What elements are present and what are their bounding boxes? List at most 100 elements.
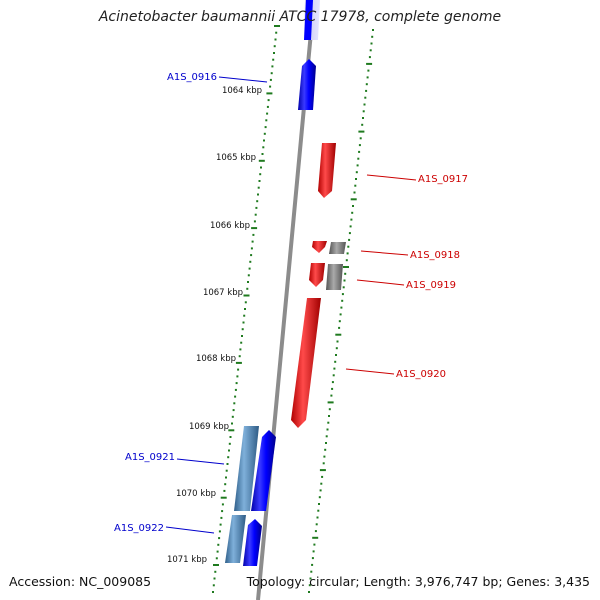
scale-label: 1065 kbp [216, 153, 256, 163]
ruler-minor-tick [367, 69, 370, 72]
ruler-minor-tick [335, 347, 338, 350]
ruler-minor-tick [272, 58, 275, 61]
gene-label[interactable]: A1S_0920 [396, 369, 446, 380]
ruler-minor-tick [324, 448, 327, 451]
ruler-minor-tick [236, 375, 239, 378]
gene-label[interactable]: A1S_0918 [410, 250, 460, 261]
ruler-minor-tick [344, 272, 347, 275]
ruler-minor-tick [239, 348, 242, 351]
ruler-minor-tick [371, 35, 374, 38]
leader-line [360, 250, 409, 256]
gene-A1S_0920[interactable] [291, 298, 321, 428]
ruler-minor-tick [372, 29, 374, 31]
gene-A1S_0922[interactable] [243, 519, 262, 566]
ruler-minor-tick [221, 510, 224, 513]
ruler-minor-tick [355, 178, 357, 180]
ruler-minor-tick [353, 191, 356, 194]
ruler-minor-tick [355, 171, 358, 174]
ruler-minor-tick [339, 313, 342, 316]
ruler-minor-tick [228, 442, 231, 445]
accession-text: Accession: NC_009085 [9, 574, 152, 589]
ruler-minor-tick [231, 422, 233, 425]
ruler-minor-tick [240, 341, 243, 344]
gene-A1S_0918[interactable] [312, 241, 327, 253]
gene-fragment-top-core[interactable] [304, 0, 313, 40]
ruler-major-tick [235, 361, 242, 364]
ruler-minor-tick [349, 225, 352, 228]
ruler-minor-tick [364, 96, 367, 99]
leader-line [356, 279, 405, 286]
gene-A1S_0918-gray[interactable] [329, 242, 346, 254]
leader-lines [165, 76, 417, 534]
ruler-minor-tick [315, 523, 318, 526]
ruler-minor-tick [362, 110, 365, 113]
ruler-major-tick [258, 159, 265, 162]
ruler-minor-tick [338, 326, 341, 329]
ruler-minor-tick [264, 126, 267, 129]
leader-line [218, 76, 268, 83]
ruler-minor-tick [370, 42, 373, 45]
ruler-minor-tick [227, 456, 230, 459]
ruler-minor-tick [263, 132, 266, 135]
ruler-minor-tick [321, 475, 324, 478]
ruler-minor-tick [357, 157, 360, 160]
ruler-minor-tick [365, 83, 368, 86]
ruler-minor-tick [221, 503, 224, 506]
ruler-minor-tick [270, 72, 273, 75]
gene-A1S_0917[interactable] [318, 143, 336, 198]
ruler-minor-tick [216, 550, 219, 553]
ruler-minor-tick [350, 218, 353, 221]
ruler-minor-tick [234, 395, 237, 398]
ruler-minor-tick [238, 355, 241, 358]
gene-A1S_0921-steel[interactable] [234, 426, 259, 511]
ruler-major-tick [327, 401, 334, 404]
ruler-minor-tick [333, 367, 336, 370]
ruler-minor-tick [318, 503, 320, 505]
ruler-minor-tick [366, 76, 369, 79]
ruler-minor-tick [359, 137, 362, 140]
gene-label[interactable]: A1S_0917 [418, 174, 468, 185]
gene-label[interactable]: A1S_0921 [125, 452, 175, 463]
gene-label[interactable]: A1S_0916 [167, 72, 217, 83]
ruler-minor-tick [259, 173, 262, 176]
ruler-major-tick [251, 227, 258, 230]
ruler-minor-tick [229, 436, 232, 438]
scale-label: 1071 kbp [167, 555, 207, 565]
gene-A1S_0922-steel[interactable] [225, 515, 246, 563]
ruler-minor-tick [273, 52, 275, 54]
ruler-minor-tick [312, 550, 315, 553]
ruler-minor-tick [244, 301, 247, 304]
gene-A1S_0916[interactable] [298, 59, 316, 110]
ruler-minor-tick [335, 354, 337, 356]
gene-A1S_0919[interactable] [309, 263, 325, 287]
scale-label: 1067 kbp [203, 288, 243, 298]
ruler-minor-tick [369, 49, 372, 52]
gene-A1S_0919-gray[interactable] [326, 264, 343, 290]
scale-label: 1068 kbp [196, 354, 236, 364]
ruler-minor-tick [311, 557, 314, 560]
ruler-major-tick [335, 333, 342, 336]
ruler-minor-tick [243, 314, 246, 317]
ruler-minor-tick [218, 530, 221, 533]
ruler-minor-tick [361, 123, 364, 126]
ruler-outer [308, 29, 374, 593]
ruler-minor-tick [352, 205, 354, 207]
ruler-minor-tick [242, 321, 245, 324]
gene-A1S_0921[interactable] [251, 430, 276, 511]
ruler-minor-tick [269, 78, 272, 81]
ruler-minor-tick [334, 360, 337, 363]
ruler-major-tick [213, 564, 219, 566]
ruler-minor-tick [233, 402, 236, 405]
ruler-minor-tick [326, 428, 329, 431]
ruler-minor-tick [325, 442, 327, 444]
ruler-minor-tick [319, 489, 322, 492]
ruler-minor-tick [217, 543, 220, 546]
ruler-minor-tick [260, 166, 262, 169]
gene-label[interactable]: A1S_0922 [114, 523, 164, 534]
ruler-major-tick [228, 429, 235, 432]
ruler-minor-tick [253, 220, 256, 223]
ruler-minor-tick [224, 483, 227, 486]
gene-label[interactable]: A1S_0919 [406, 280, 456, 291]
ruler-minor-tick [342, 286, 345, 289]
